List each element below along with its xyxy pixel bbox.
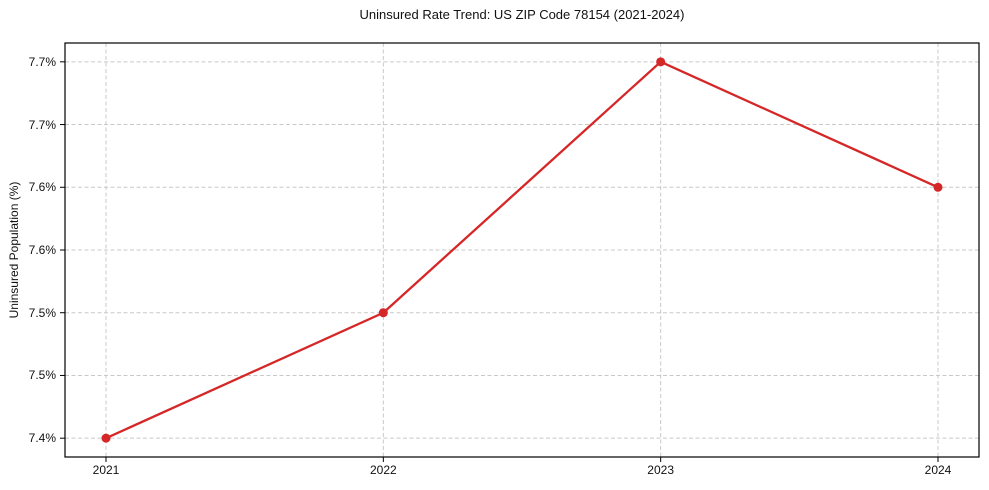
trend-line (104, 60, 940, 440)
y-tick-label: 7.4% (28, 431, 56, 446)
data-point-2022 (378, 308, 388, 318)
y-tick-label: 7.6% (28, 180, 56, 195)
y-tick-label: 7.7% (28, 117, 56, 132)
x-tick-label: 2021 (92, 463, 120, 477)
y-tick-label: 7.7% (28, 54, 56, 69)
x-tick-label: 2023 (647, 463, 674, 477)
y-tick-label: 7.5% (28, 305, 56, 320)
chart-title: Uninsured Rate Trend: US ZIP Code 78154 … (359, 7, 685, 22)
data-point-2021 (101, 433, 111, 443)
data-point-2023 (656, 57, 666, 67)
x-tick-label: 2022 (369, 463, 397, 477)
y-tick-label: 7.6% (28, 243, 56, 257)
y-tick-label: 7.5% (28, 368, 56, 383)
data-point-2024 (933, 182, 943, 192)
x-tick-label: 2024 (924, 463, 952, 477)
